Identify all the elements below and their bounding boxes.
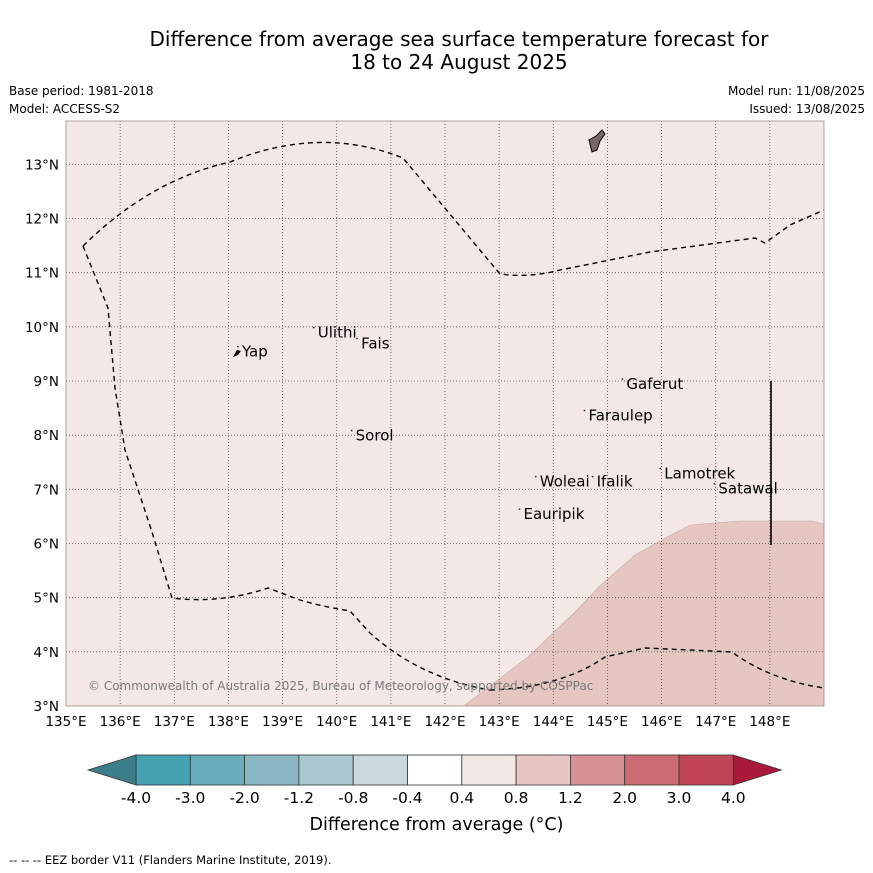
colorbar-tick-label: -0.8 bbox=[338, 789, 368, 807]
lat-tick-label: 6°N bbox=[34, 537, 59, 553]
place-label-woleai: Woleai bbox=[540, 473, 590, 491]
place-label-faraulep: Faraulep bbox=[588, 407, 652, 425]
place-label-lamotrek: Lamotrek bbox=[664, 465, 735, 483]
lon-tick-label: 144°E bbox=[533, 714, 574, 730]
lon-tick-label: 147°E bbox=[695, 714, 736, 730]
title-line-1: Difference from average sea surface temp… bbox=[149, 27, 769, 51]
lon-tick-label: 141°E bbox=[370, 714, 411, 730]
colorbar-over-arrow bbox=[732, 754, 783, 786]
island-marker bbox=[583, 409, 586, 412]
island-marker bbox=[518, 508, 521, 511]
island-marker bbox=[591, 475, 594, 478]
colorbar-swatch bbox=[570, 754, 626, 786]
lon-tick-label: 139°E bbox=[262, 714, 303, 730]
lon-tick-label: 143°E bbox=[479, 714, 520, 730]
colorbar: -4.0 -3.0 -2.0 -1.2 -0.8 -0.4 0.4 0.8 1.2 2.0 3.0 4… bbox=[86, 754, 783, 807]
island-marker bbox=[659, 467, 662, 470]
colorbar-swatch bbox=[135, 754, 191, 786]
latitude-ticks: 3°N 4°N 5°N 6°N 7°N 8°N 9°N 10°N 11°N 12°N 13°N bbox=[25, 157, 59, 715]
colorbar-tick-label: -0.4 bbox=[392, 789, 422, 807]
lat-tick-label: 5°N bbox=[34, 591, 59, 607]
guam-island bbox=[588, 129, 606, 153]
map-frame bbox=[65, 120, 825, 707]
colorbar-tick-label: 3.0 bbox=[667, 789, 692, 807]
lon-tick-label: 135°E bbox=[45, 714, 86, 730]
lon-tick-label: 142°E bbox=[424, 714, 465, 730]
place-label-yap: Yap bbox=[241, 343, 268, 361]
place-label-fais: Fais bbox=[361, 335, 390, 353]
colorbar-swatch bbox=[461, 754, 517, 786]
footnote: -- -- -- EEZ border V11 (Flanders Marine… bbox=[9, 853, 332, 867]
lon-tick-label: 137°E bbox=[154, 714, 195, 730]
lat-tick-label: 3°N bbox=[34, 699, 59, 715]
island-marker bbox=[534, 475, 537, 478]
colorbar-tick-label: 4.0 bbox=[721, 789, 746, 807]
colorbar-tick-label: -3.0 bbox=[175, 789, 205, 807]
colorbar-tick-label: 2.0 bbox=[612, 789, 637, 807]
colorbar-swatch bbox=[407, 754, 463, 786]
copyright-note: © Commonwealth of Australia 2025, Bureau… bbox=[88, 679, 593, 693]
island-marker bbox=[312, 326, 315, 329]
lat-tick-label: 9°N bbox=[34, 374, 59, 390]
colorbar-swatch bbox=[352, 754, 408, 786]
place-label-gaferut: Gaferut bbox=[626, 375, 683, 393]
yap-island bbox=[233, 350, 241, 357]
warm-anomaly-region bbox=[463, 520, 824, 706]
base-period: Base period: 1981-2018 bbox=[9, 84, 154, 98]
colorbar-tick-label: 0.8 bbox=[504, 789, 529, 807]
lat-tick-label: 8°N bbox=[34, 428, 59, 444]
eez-border-north bbox=[82, 141, 824, 277]
meta-left: Base period: 1981-2018 Model: ACCESS-S2 bbox=[9, 82, 154, 118]
place-label-ifalik: Ifalik bbox=[597, 473, 633, 491]
meta-right: Model run: 11/08/2025 Issued: 13/08/2025 bbox=[728, 82, 865, 118]
colorbar-tick-label: -2.0 bbox=[229, 789, 259, 807]
colorbar-swatch bbox=[515, 754, 571, 786]
place-label-ulithi: Ulithi bbox=[318, 324, 357, 342]
island-marker bbox=[237, 345, 239, 348]
place-label-eauripik: Eauripik bbox=[524, 505, 585, 523]
island-marker bbox=[621, 378, 624, 381]
longitude-ticks: 135°E 136°E 137°E 138°E 139°E 140°E 141°E 142°E… bbox=[45, 714, 790, 730]
lat-tick-label: 4°N bbox=[34, 645, 59, 661]
model-name: Model: ACCESS-S2 bbox=[9, 102, 121, 116]
lat-tick-label: 11°N bbox=[25, 266, 59, 282]
colorbar-label: Difference from average (°C) bbox=[309, 815, 564, 835]
colorbar-swatch bbox=[298, 754, 354, 786]
island-marker bbox=[713, 482, 716, 485]
colorbar-swatch bbox=[678, 754, 734, 786]
place-label-sorol: Sorol bbox=[356, 427, 394, 445]
lon-tick-label: 145°E bbox=[587, 714, 628, 730]
colorbar-under-arrow bbox=[86, 754, 137, 786]
island-marker bbox=[356, 337, 358, 340]
eez-border-south bbox=[489, 647, 824, 691]
chart-title: Difference from average sea surface temp… bbox=[0, 28, 873, 74]
colorbar-tick-label: 1.2 bbox=[558, 789, 583, 807]
colorbar-swatch bbox=[244, 754, 300, 786]
graticule bbox=[66, 121, 824, 706]
colorbar-tick-label: -1.2 bbox=[284, 789, 314, 807]
place-label-satawal: Satawal bbox=[718, 480, 777, 498]
lon-tick-label: 138°E bbox=[208, 714, 249, 730]
lon-tick-label: 136°E bbox=[100, 714, 141, 730]
lon-tick-label: 140°E bbox=[316, 714, 357, 730]
lat-tick-label: 7°N bbox=[34, 482, 59, 498]
colorbar-swatch bbox=[624, 754, 680, 786]
lon-tick-label: 148°E bbox=[749, 714, 790, 730]
colorbar-tick-label: -4.0 bbox=[121, 789, 151, 807]
lon-tick-label: 146°E bbox=[641, 714, 682, 730]
colorbar-swatch bbox=[189, 754, 246, 786]
issued-date: Issued: 13/08/2025 bbox=[749, 102, 865, 116]
eez-border-west bbox=[82, 245, 491, 691]
title-line-2: 18 to 24 August 2025 bbox=[350, 50, 568, 74]
lat-tick-label: 12°N bbox=[25, 212, 59, 228]
colorbar-tick-label: 0.4 bbox=[449, 789, 474, 807]
lat-tick-label: 10°N bbox=[25, 320, 59, 336]
island-marker bbox=[350, 429, 353, 432]
model-run: Model run: 11/08/2025 bbox=[727, 84, 865, 98]
lat-tick-label: 13°N bbox=[25, 157, 59, 173]
